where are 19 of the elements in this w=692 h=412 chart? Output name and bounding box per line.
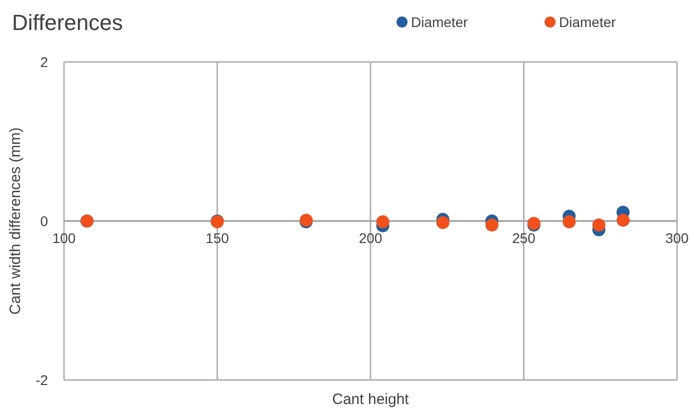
point <box>436 216 450 230</box>
point <box>485 218 498 232</box>
y-axis-title: Cant width differences (mm) <box>7 127 24 315</box>
y-tick-label: 2 <box>40 54 48 70</box>
y-tick-label: 0 <box>40 213 48 229</box>
point <box>592 218 606 232</box>
x-tick-label: 250 <box>512 230 536 246</box>
x-tick-label: 100 <box>52 230 76 246</box>
legend-label: Diameter <box>559 14 616 30</box>
legend-label: Diameter <box>411 14 468 30</box>
y-tick-label: -2 <box>36 372 48 388</box>
x-axis-title: Cant height <box>332 391 410 408</box>
chart-title: Differences <box>12 10 123 35</box>
point <box>616 214 630 227</box>
point <box>376 215 390 228</box>
point <box>562 215 576 228</box>
x-tick-label: 200 <box>358 230 382 246</box>
x-tick-label: 300 <box>665 230 689 246</box>
x-tick-label: 150 <box>206 230 230 246</box>
